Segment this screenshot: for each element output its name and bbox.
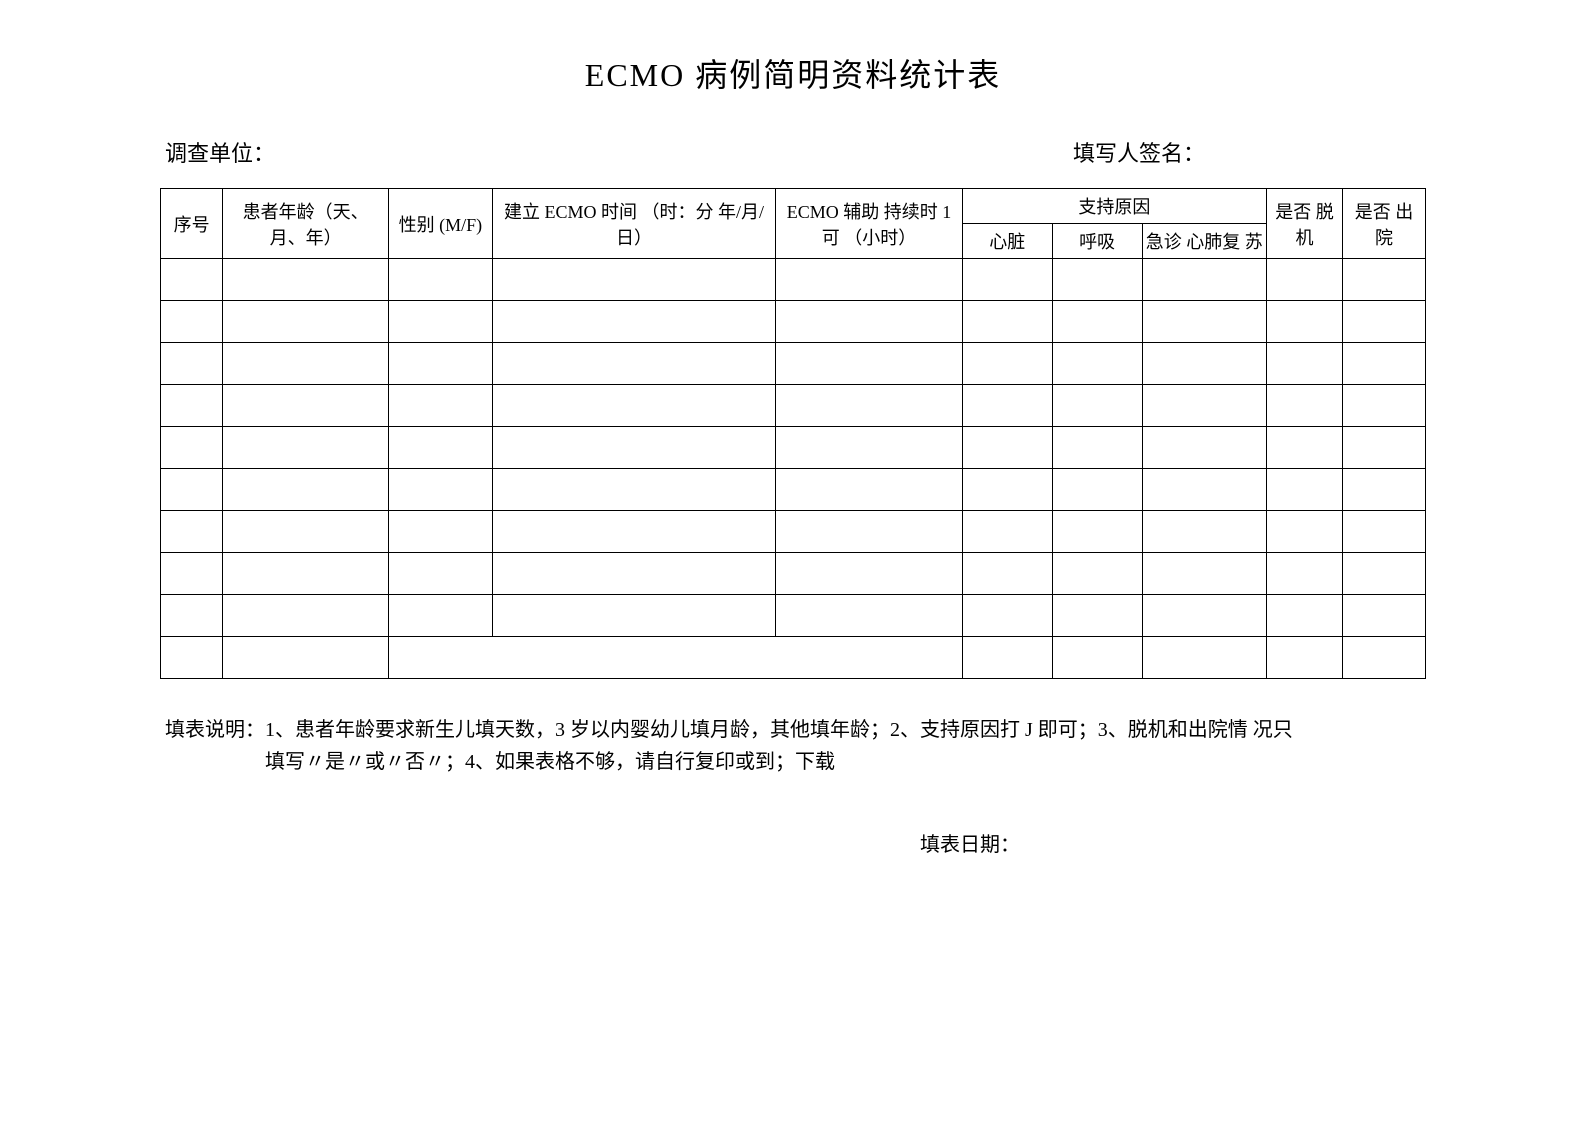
notes-line2: 填写〃是〃或〃否〃；4、如果表格不够，请自行复印或到；下载 xyxy=(165,746,1426,778)
page-title: ECMO 病例简明资料统计表 xyxy=(160,50,1426,96)
table-row xyxy=(161,259,1426,301)
table-row xyxy=(161,343,1426,385)
col-off-machine: 是否 脱 机 xyxy=(1266,189,1342,259)
signer-label: 填写人签名： xyxy=(513,136,1421,168)
col-establish-time: 建立 ECMO 时间 （时：分 年/月/日） xyxy=(492,189,775,259)
table-row xyxy=(161,553,1426,595)
survey-unit-label: 调查单位： xyxy=(165,136,513,168)
table-row xyxy=(161,427,1426,469)
header-row: 调查单位： 填写人签名： xyxy=(160,136,1426,168)
table-row xyxy=(161,511,1426,553)
table-row xyxy=(161,595,1426,637)
col-discharge: 是否 出 院 xyxy=(1342,189,1425,259)
header-row-1: 序号 患者年龄（天、月、年） 性别 (M/F) 建立 ECMO 时间 （时：分 … xyxy=(161,189,1426,224)
col-age: 患者年龄（天、月、年） xyxy=(223,189,389,259)
col-seq: 序号 xyxy=(161,189,223,259)
data-table: 序号 患者年龄（天、月、年） 性别 (M/F) 建立 ECMO 时间 （时：分 … xyxy=(160,188,1426,679)
notes: 填表说明：1、患者年龄要求新生儿填天数，3 岁以内婴幼儿填月龄，其他填年龄；2、… xyxy=(160,714,1426,778)
fill-date-label: 填表日期： xyxy=(160,828,1426,857)
col-sex: 性别 (M/F) xyxy=(389,189,493,259)
table-row xyxy=(161,637,1426,679)
col-reason-group: 支持原因 xyxy=(962,189,1266,224)
notes-line1: 填表说明：1、患者年龄要求新生儿填天数，3 岁以内婴幼儿填月龄，其他填年龄；2、… xyxy=(165,714,1426,746)
col-reason-cpr: 急诊 心肺复 苏 xyxy=(1142,224,1266,259)
col-duration: ECMO 辅助 持续时 1 可 （小时） xyxy=(776,189,963,259)
table-row xyxy=(161,301,1426,343)
col-reason-heart: 心脏 xyxy=(962,224,1052,259)
col-reason-breath: 呼吸 xyxy=(1052,224,1142,259)
table-row xyxy=(161,469,1426,511)
table-row xyxy=(161,385,1426,427)
